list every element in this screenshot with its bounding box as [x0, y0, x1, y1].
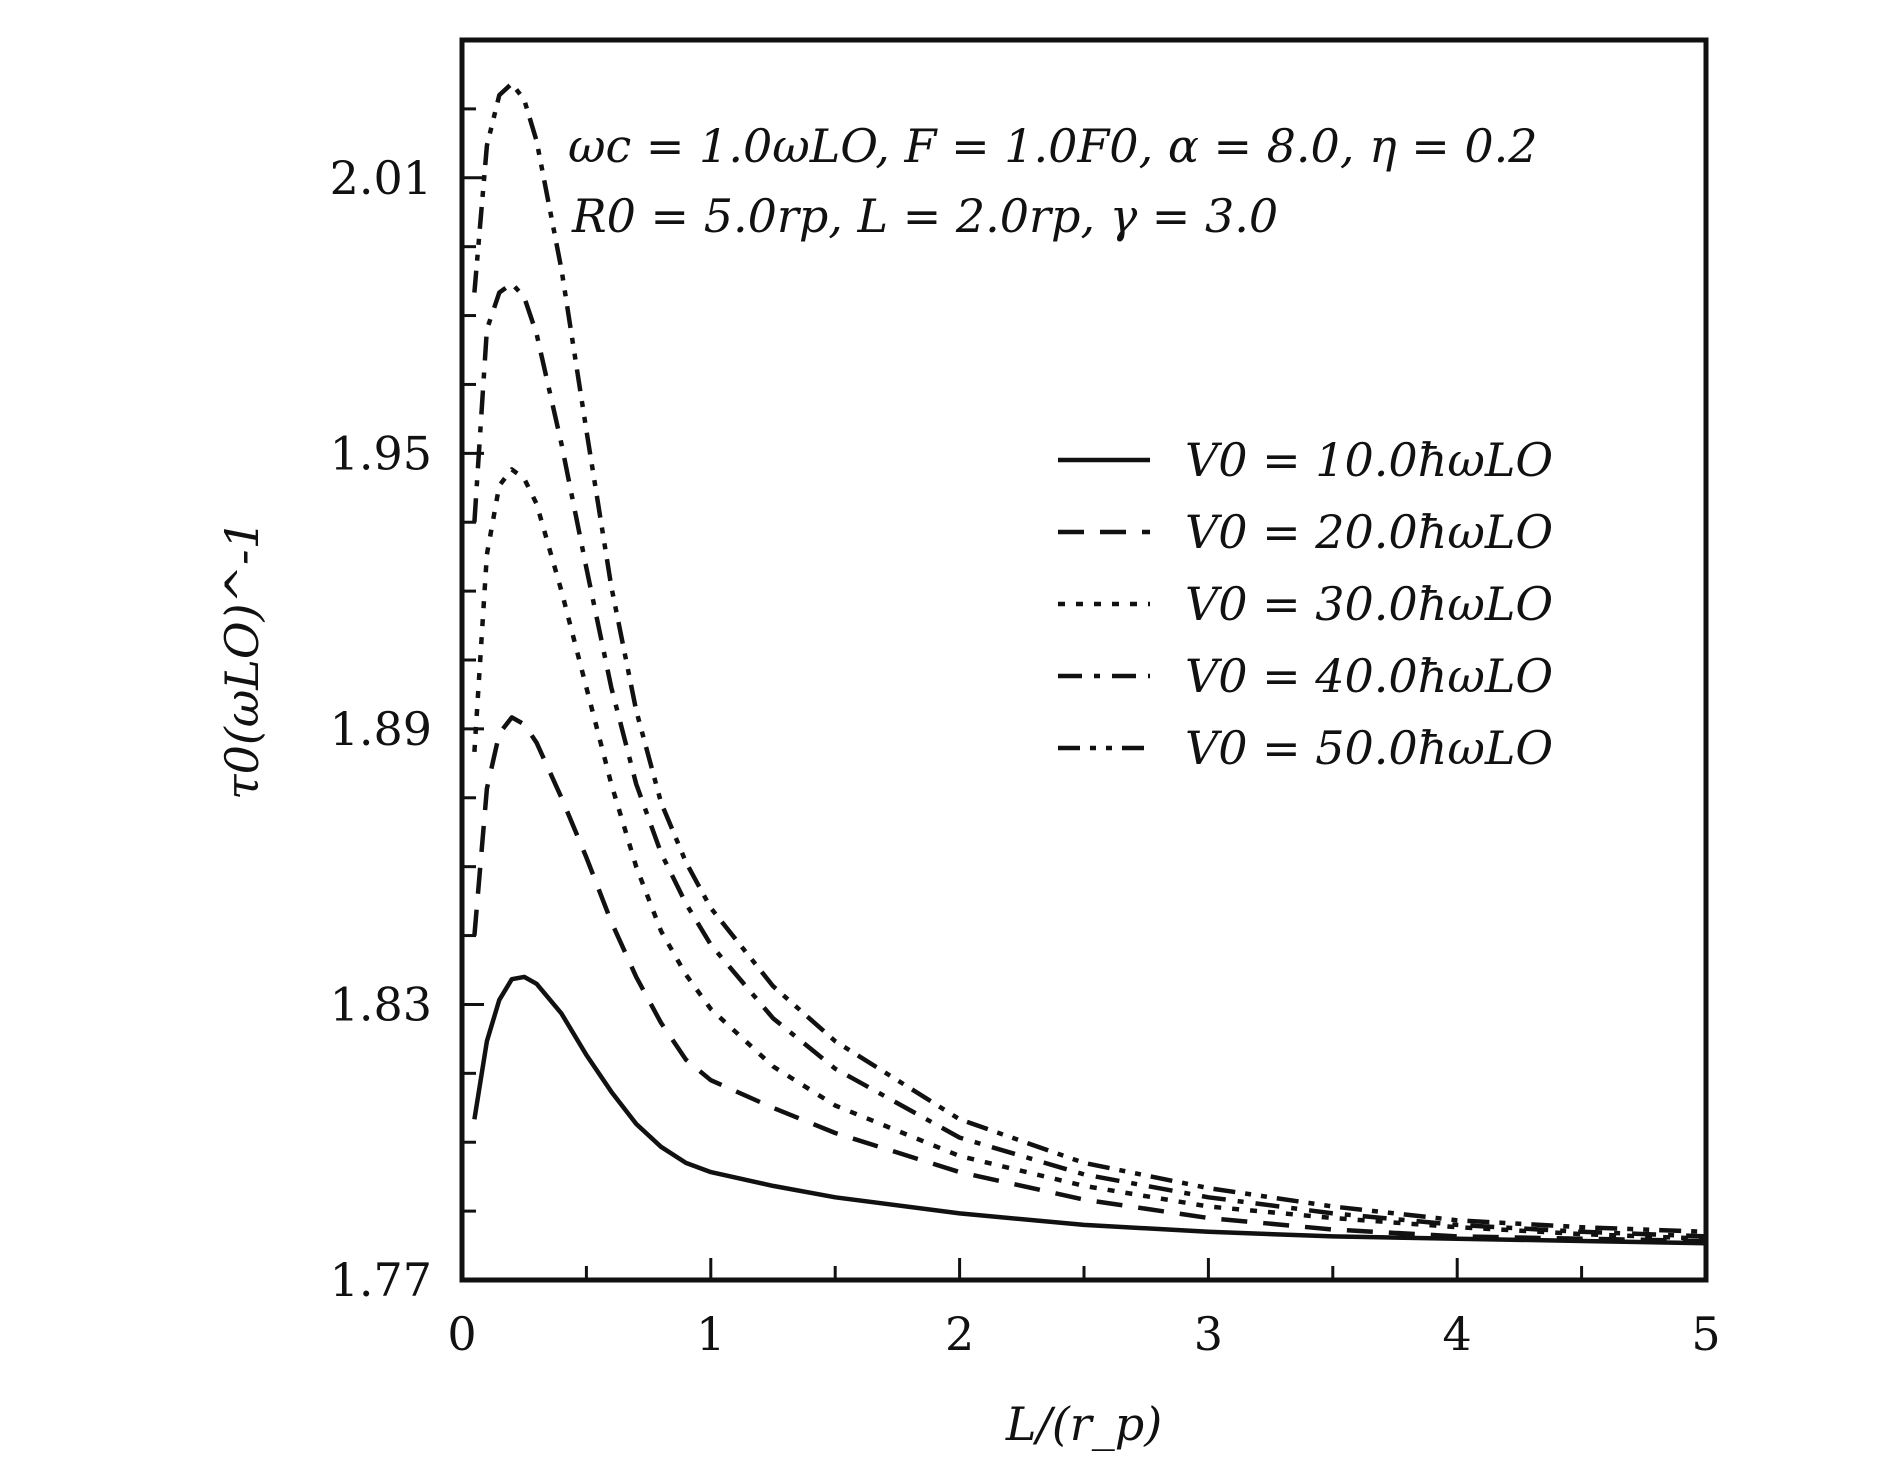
series-line-2: [472, 715, 1707, 1244]
legend-label-1: V0 = 10.0ħωLO: [1185, 433, 1553, 487]
y-tick-label: 1.89: [330, 702, 432, 756]
legend: V0 = 10.0ħωLO V0 = 20.0ħωLO V0 = 30.0ħωLO V…: [1058, 433, 1553, 775]
legend-label-4: V0 = 40.0ħωLO: [1185, 649, 1553, 703]
x-tick-label: 2: [945, 1307, 974, 1361]
series-line-4: [472, 281, 1707, 1239]
x-tick-label: 4: [1443, 1307, 1472, 1361]
x-tick-label: 3: [1194, 1307, 1223, 1361]
y-axis-title: τ0(ωLO)^-1: [215, 520, 269, 800]
x-tick-label: 0: [447, 1307, 476, 1361]
y-tick-label: 2.01: [330, 151, 432, 205]
y-tick-label: 1.77: [330, 1253, 432, 1307]
plot-curves: [472, 81, 1707, 1246]
series-line-3: [472, 467, 1707, 1241]
axis-ticks: [460, 38, 1708, 1282]
x-tick-label: 1: [696, 1307, 725, 1361]
y-tick-label: 1.83: [330, 977, 432, 1031]
annotation-line-2: R0 = 5.0rp, L = 2.0rp, γ = 3.0: [571, 189, 1278, 243]
legend-label-3: V0 = 30.0ħωLO: [1185, 577, 1553, 631]
legend-label-5: V0 = 50.0ħωLO: [1185, 721, 1553, 775]
series-line-1: [472, 974, 1707, 1246]
legend-label-2: V0 = 20.0ħωLO: [1185, 505, 1553, 559]
x-axis-title: L/(r_p): [1005, 1397, 1162, 1451]
x-tick-label: 5: [1691, 1307, 1720, 1361]
y-tick-label: 1.95: [330, 426, 432, 480]
annotation-line-1: ωc = 1.0ωLO, F = 1.0F0, α = 8.0, η = 0.2: [568, 119, 1538, 173]
axis-tick-labels: 0 1 2 3 4 5 1.77 1.83 1.89 1.95 2.01: [330, 151, 1721, 1361]
series-line-5: [472, 81, 1707, 1235]
